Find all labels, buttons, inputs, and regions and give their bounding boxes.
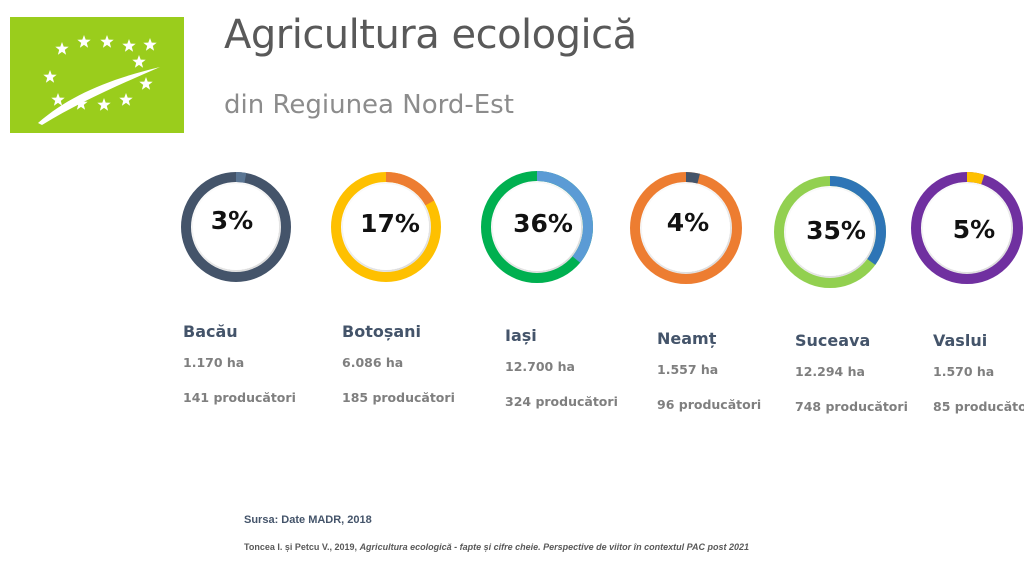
donut-value-slice (385, 172, 435, 206)
county-producers: 141 producători (183, 390, 296, 405)
donut-suceava: 35% (774, 176, 886, 288)
county-name: Suceava (795, 331, 871, 350)
county-vaslui: Vaslui 1.570 ha 85 producători (933, 331, 1024, 434)
eu-organic-logo (10, 17, 184, 133)
donut-percent-label: 5% (953, 215, 995, 244)
county-area: 1.170 ha (183, 355, 245, 370)
citation-authors: Toncea I. și Petcu V., 2019, (244, 542, 360, 552)
county-producers: 85 producători (933, 399, 1024, 414)
county-area: 12.700 ha (505, 359, 575, 374)
source-note: Sursa: Date MADR, 2018 (244, 514, 372, 526)
donut-hole (642, 184, 730, 272)
county-producers: 748 producători (795, 399, 908, 414)
donut-value-slice (235, 172, 247, 183)
donut-value-slice (829, 176, 886, 265)
county-producers: 324 producători (505, 394, 618, 409)
county-botosani: Botoșani 6.086 ha 185 producători (342, 322, 472, 425)
county-bacau: Bacău 1.170 ha 141 producători (183, 322, 313, 425)
donut-hole (493, 183, 581, 271)
donut-bacau: 3% (181, 172, 291, 282)
donut-percent-label: 36% (513, 209, 573, 238)
donut-percent-label: 35% (806, 216, 866, 245)
county-iasi: Iași 12.700 ha 324 producători (505, 326, 635, 429)
county-area: 1.557 ha (657, 362, 719, 377)
page-subtitle: din Regiunea Nord-Est (224, 90, 514, 120)
donut-value-slice (966, 172, 985, 185)
county-area: 6.086 ha (342, 355, 404, 370)
donut-percent-label: 3% (211, 206, 253, 235)
donut-neamt: 4% (630, 172, 742, 284)
donut-vaslui: 5% (911, 172, 1023, 284)
donut-percent-label: 4% (667, 208, 709, 237)
donut-value-slice (685, 172, 700, 184)
donut-percent-label: 17% (360, 209, 420, 238)
county-suceava: Suceava 12.294 ha 748 producători (795, 331, 925, 434)
county-name: Botoșani (342, 322, 422, 341)
county-producers: 96 producători (657, 397, 762, 412)
donut-botosani: 17% (331, 172, 441, 282)
county-neamt: Neamț 1.557 ha 96 producători (657, 329, 787, 432)
citation-note: Toncea I. și Petcu V., 2019, Agricultura… (244, 542, 749, 552)
donut-iasi: 36% (481, 171, 593, 283)
donut-hole (923, 184, 1011, 272)
county-area: 1.570 ha (933, 364, 995, 379)
county-area: 12.294 ha (795, 364, 865, 379)
page-title: Agricultura ecologică (224, 12, 637, 58)
donut-hole (786, 188, 874, 276)
county-name: Neamț (657, 329, 717, 348)
citation-title: Agricultura ecologică - fapte și cifre c… (359, 542, 750, 552)
donut-hole (193, 184, 279, 270)
county-name: Vaslui (933, 331, 988, 350)
county-name: Bacău (183, 322, 238, 341)
county-producers: 185 producători (342, 390, 455, 405)
eu-organic-leaf-icon (38, 35, 160, 125)
donut-value-slice (536, 171, 593, 263)
county-name: Iași (505, 326, 537, 345)
donut-hole (343, 184, 429, 270)
